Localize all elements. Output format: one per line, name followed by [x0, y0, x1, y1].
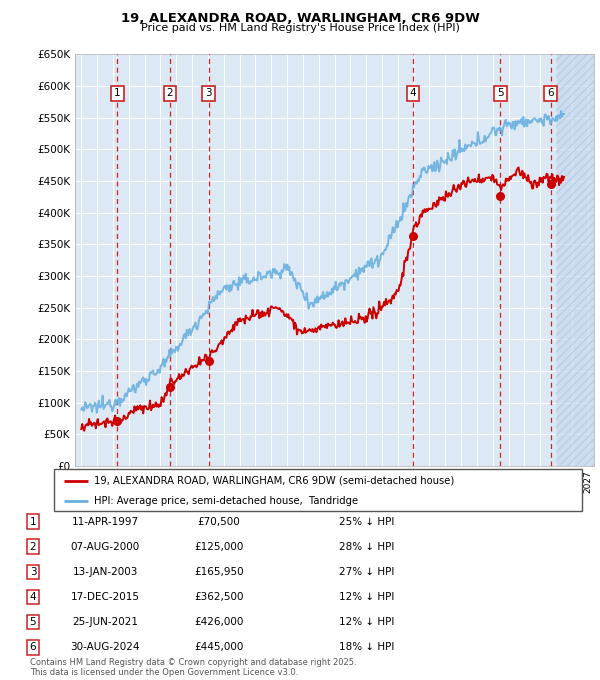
Text: 28% ↓ HPI: 28% ↓ HPI	[339, 542, 394, 551]
Text: 2: 2	[167, 88, 173, 99]
Text: 30-AUG-2024: 30-AUG-2024	[70, 643, 140, 652]
Text: £362,500: £362,500	[194, 592, 244, 602]
Text: 6: 6	[547, 88, 554, 99]
Text: 25% ↓ HPI: 25% ↓ HPI	[339, 517, 394, 526]
Text: 4: 4	[410, 88, 416, 99]
Text: £445,000: £445,000	[194, 643, 244, 652]
Text: 3: 3	[205, 88, 212, 99]
Text: Price paid vs. HM Land Registry's House Price Index (HPI): Price paid vs. HM Land Registry's House …	[140, 23, 460, 33]
Text: 3: 3	[29, 567, 37, 577]
Text: 19, ALEXANDRA ROAD, WARLINGHAM, CR6 9DW (semi-detached house): 19, ALEXANDRA ROAD, WARLINGHAM, CR6 9DW …	[94, 475, 454, 486]
Text: 12% ↓ HPI: 12% ↓ HPI	[339, 617, 394, 627]
Text: 25-JUN-2021: 25-JUN-2021	[72, 617, 138, 627]
Text: 5: 5	[497, 88, 503, 99]
Text: £125,000: £125,000	[194, 542, 244, 551]
Text: Contains HM Land Registry data © Crown copyright and database right 2025.
This d: Contains HM Land Registry data © Crown c…	[30, 658, 356, 677]
Text: HPI: Average price, semi-detached house,  Tandridge: HPI: Average price, semi-detached house,…	[94, 496, 358, 506]
Text: £426,000: £426,000	[194, 617, 244, 627]
Text: 13-JAN-2003: 13-JAN-2003	[73, 567, 137, 577]
Text: 1: 1	[29, 517, 37, 526]
Text: 27% ↓ HPI: 27% ↓ HPI	[339, 567, 394, 577]
Text: 6: 6	[29, 643, 37, 652]
Text: 5: 5	[29, 617, 37, 627]
Text: £165,950: £165,950	[194, 567, 244, 577]
Text: 1: 1	[114, 88, 121, 99]
Text: £70,500: £70,500	[197, 517, 241, 526]
Bar	[556, 54, 594, 466]
Text: 07-AUG-2000: 07-AUG-2000	[70, 542, 140, 551]
Text: 18% ↓ HPI: 18% ↓ HPI	[339, 643, 394, 652]
Text: 17-DEC-2015: 17-DEC-2015	[71, 592, 139, 602]
FancyBboxPatch shape	[54, 469, 582, 511]
Text: 4: 4	[29, 592, 37, 602]
Text: 19, ALEXANDRA ROAD, WARLINGHAM, CR6 9DW: 19, ALEXANDRA ROAD, WARLINGHAM, CR6 9DW	[121, 12, 479, 24]
Text: 12% ↓ HPI: 12% ↓ HPI	[339, 592, 394, 602]
Text: 2: 2	[29, 542, 37, 551]
Text: 11-APR-1997: 11-APR-1997	[71, 517, 139, 526]
